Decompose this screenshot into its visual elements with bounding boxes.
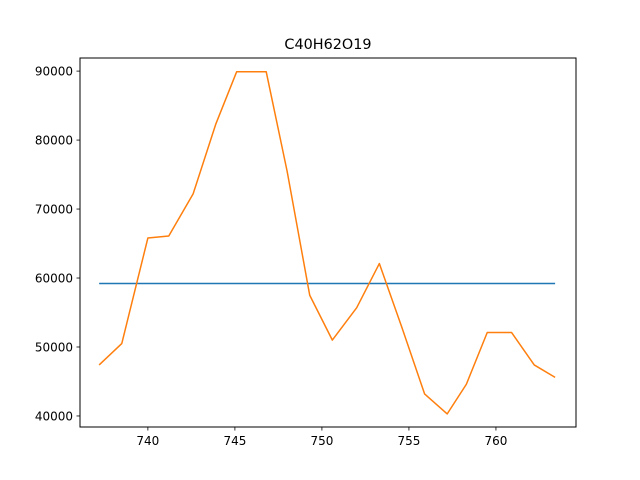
- y-tick-label: 50000: [35, 340, 73, 354]
- x-tick-label: 760: [484, 434, 507, 448]
- series-line-1: [98, 71, 556, 415]
- chart-title: C40H62O19: [284, 37, 371, 53]
- x-tick-label: 740: [136, 434, 159, 448]
- y-tick-label: 60000: [35, 271, 73, 285]
- y-tick-label: 70000: [35, 202, 73, 216]
- x-tick-label: 755: [397, 434, 420, 448]
- plot-frame: [79, 57, 577, 428]
- x-tick-label: 745: [223, 434, 246, 448]
- x-axis: 740 745 750 755 760: [136, 427, 507, 448]
- y-tick-label: 40000: [35, 409, 73, 423]
- y-tick-label: 80000: [35, 133, 73, 147]
- x-tick-label: 750: [310, 434, 333, 448]
- series-layer: [98, 71, 556, 415]
- y-tick-label: 90000: [35, 64, 73, 78]
- y-axis: 40000 50000 60000 70000 80000 90000: [35, 64, 80, 423]
